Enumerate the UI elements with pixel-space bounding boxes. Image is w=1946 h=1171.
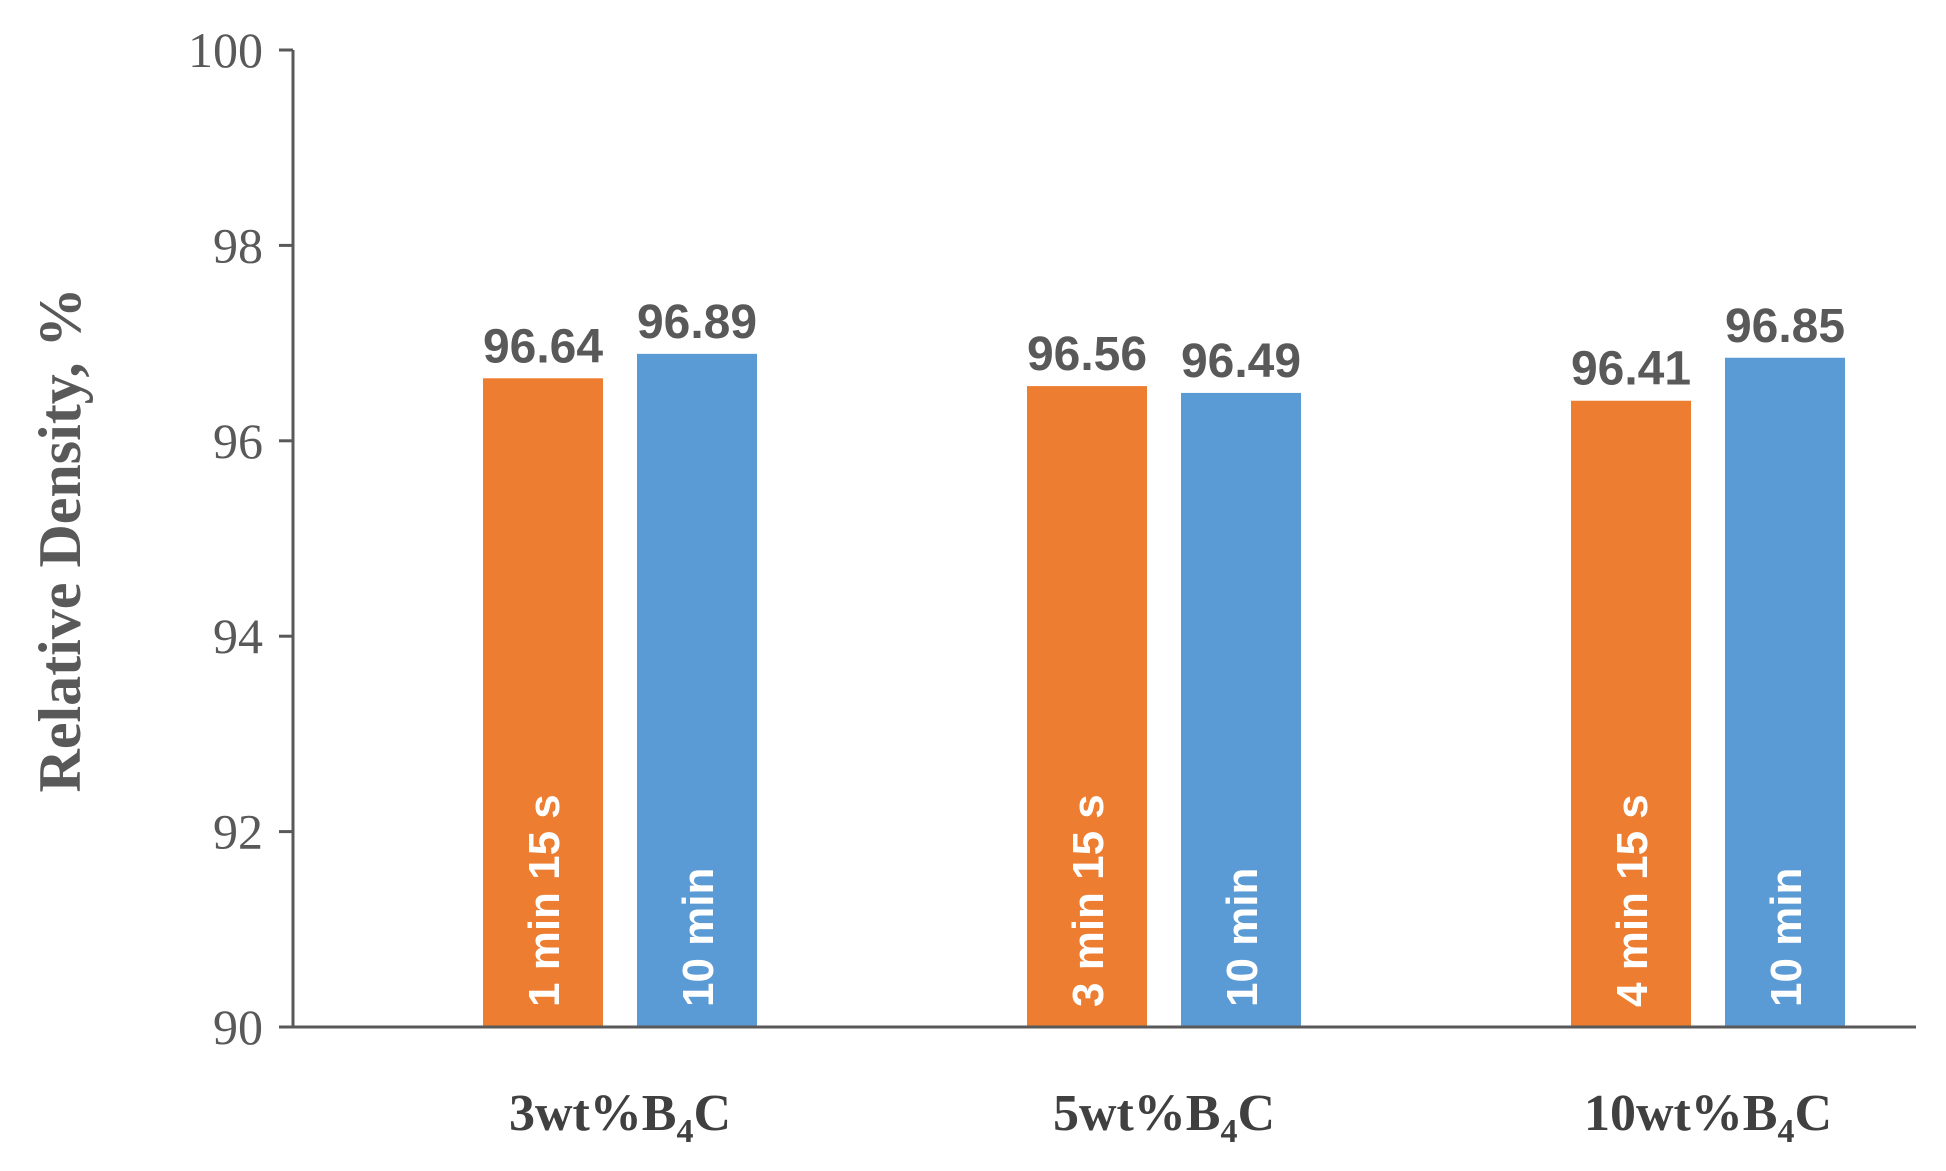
y-tick-label: 96 bbox=[213, 413, 263, 469]
x-category-label: 5wt%B4C bbox=[1053, 1085, 1275, 1150]
bar-value-label: 96.89 bbox=[637, 296, 757, 349]
x-category-label-subscript: 4 bbox=[1221, 1113, 1238, 1150]
bar-value-label: 96.49 bbox=[1181, 335, 1301, 388]
bar bbox=[1725, 357, 1845, 1027]
x-category-label-suffix: C bbox=[1238, 1085, 1276, 1142]
y-axis-title: Relative Density, % bbox=[27, 288, 93, 793]
x-category-label: 3wt%B4C bbox=[509, 1085, 731, 1150]
bar-value-label: 96.85 bbox=[1725, 300, 1845, 353]
x-category-label-suffix: C bbox=[1795, 1085, 1833, 1142]
x-category-label: 10wt%B4C bbox=[1584, 1085, 1832, 1150]
y-tick-label: 98 bbox=[213, 217, 263, 273]
bar-inner-label: 10 min bbox=[1218, 868, 1267, 1007]
bar-inner-label: 4 min 15 s bbox=[1608, 794, 1657, 1007]
x-category-labels: 3wt%B4C 5wt%B4C 10wt%B4C bbox=[509, 1085, 1832, 1150]
bar-inner-label: 3 min 15 s bbox=[1064, 794, 1113, 1007]
y-tick-label: 90 bbox=[213, 999, 263, 1055]
x-category-label-main: 5wt%B bbox=[1053, 1085, 1221, 1142]
labels-layer: 96.64 1 min 15 s 96.89 10 min 96.56 3 min 15 … bbox=[483, 296, 1845, 1007]
bar bbox=[1027, 386, 1147, 1027]
y-tick-label: 100 bbox=[188, 22, 263, 78]
x-category-label-subscript: 4 bbox=[677, 1113, 694, 1150]
y-tick-label: 94 bbox=[213, 608, 263, 664]
bar-inner-label: 10 min bbox=[674, 868, 723, 1007]
x-category-label-subscript: 4 bbox=[1778, 1113, 1795, 1150]
bar bbox=[483, 378, 603, 1028]
bar bbox=[1571, 400, 1691, 1027]
x-category-label-main: 3wt%B bbox=[509, 1085, 677, 1142]
bar bbox=[1181, 392, 1301, 1027]
bar-value-label: 96.64 bbox=[483, 320, 603, 373]
bar-value-label: 96.56 bbox=[1027, 328, 1147, 381]
y-ticks: 90 92 94 96 98 100 bbox=[188, 22, 293, 1055]
y-tick-label: 92 bbox=[213, 804, 263, 860]
bar bbox=[637, 353, 757, 1027]
x-category-label-suffix: C bbox=[694, 1085, 732, 1142]
bar-inner-label: 10 min bbox=[1762, 868, 1811, 1007]
bar-inner-label: 1 min 15 s bbox=[520, 794, 569, 1007]
bar-value-label: 96.41 bbox=[1571, 343, 1691, 396]
x-category-label-main: 10wt%B bbox=[1584, 1085, 1778, 1142]
bars-layer bbox=[483, 353, 1845, 1028]
